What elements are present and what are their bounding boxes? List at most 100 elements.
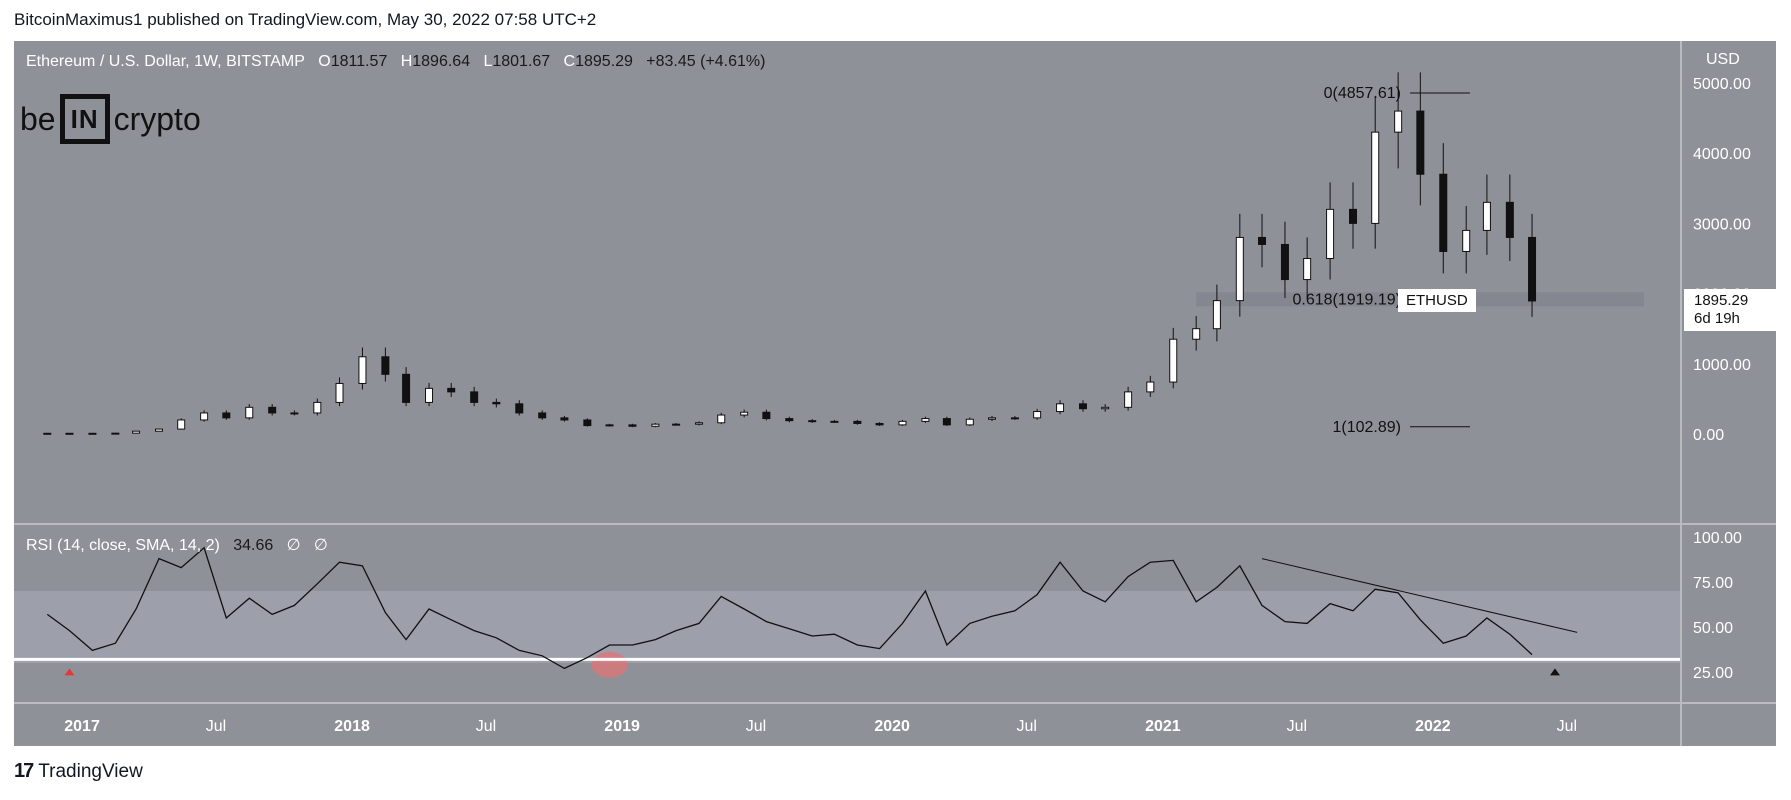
price-candle (358, 356, 367, 384)
symbol-name[interactable]: Ethereum / U.S. Dollar, 1W, BITSTAMP (26, 53, 305, 70)
price-candle (425, 387, 434, 403)
price-axis[interactable]: USD 5000.004000.003000.002000.001000.000… (1682, 41, 1776, 523)
price-candle (43, 432, 52, 435)
price-candle (1303, 258, 1312, 281)
rsi-indicator-label[interactable]: RSI (14, close, SMA, 14, 2) (26, 537, 220, 554)
symbol-tag: ETHUSD (1398, 289, 1476, 312)
price-candle (313, 401, 322, 414)
price-axis-tick-label: 3000.00 (1693, 216, 1751, 233)
rsi-legend: RSI (14, close, SMA, 14, 2) 34.66 ∅ ∅ (26, 535, 328, 555)
high-value: 1896.64 (412, 53, 471, 70)
rsi-value: 34.66 (233, 537, 274, 554)
price-candle (987, 417, 996, 420)
currency-label: USD (1706, 51, 1740, 68)
rsi-pane[interactable] (14, 525, 1680, 702)
price-candle (1462, 229, 1471, 252)
time-axis-tick-label: 2018 (334, 718, 370, 735)
price-candle (1124, 391, 1133, 408)
time-axis-tick-label: Jul (206, 718, 226, 735)
rsi-low-highlight (591, 651, 628, 678)
time-axis-tick-label: Jul (1017, 718, 1037, 735)
price-candle (177, 419, 186, 430)
price-candle (1482, 201, 1491, 231)
price-candle (1280, 243, 1289, 281)
price-candle (1078, 403, 1087, 410)
price-candle (1326, 208, 1335, 259)
time-axis-tick-label: Jul (1287, 718, 1307, 735)
fib-level-label: 0(4857.61) (1324, 85, 1401, 102)
price-candle (1371, 131, 1380, 224)
price-candle (65, 432, 74, 435)
chart-frame: 0(4857.61) 0.618(1919.19) 1(102.89) USD 50… (14, 41, 1778, 746)
price-candle (1010, 417, 1019, 420)
close-value: 1895.29 (575, 53, 633, 70)
price-candle (605, 424, 614, 427)
price-candle (1505, 201, 1514, 238)
price-candle (515, 403, 524, 414)
price-candle (762, 411, 771, 420)
price-candle (672, 423, 681, 426)
price-pane[interactable]: 0(4857.61) 0.618(1919.19) 1(102.89) (14, 41, 1680, 523)
fib-level-label: 0.618(1919.19) (1292, 291, 1401, 308)
price-candle (245, 406, 254, 419)
price-candle (290, 412, 299, 415)
pane-divider[interactable] (14, 523, 1776, 525)
price-candle (942, 418, 951, 426)
price-axis-divider (1680, 41, 1682, 746)
price-candle (628, 424, 637, 427)
low-label: L (483, 53, 493, 70)
fib-level-label: 1(102.89) (1333, 419, 1402, 436)
price-candle (1033, 411, 1042, 419)
price-candle (1416, 110, 1425, 175)
time-axis-tick-label: Jul (746, 718, 766, 735)
tradingview-logo-icon: 17 (14, 760, 34, 782)
price-candle (1349, 208, 1358, 224)
price-candle (88, 432, 97, 435)
price-candle (470, 391, 479, 403)
price-axis-tick-label: 5000.00 (1693, 76, 1751, 93)
time-axis-tick-label: 2020 (874, 718, 910, 735)
high-label: H (400, 53, 413, 70)
rsi-extra-2: ∅ (313, 537, 328, 554)
rsi-axis-tick-label: 75.00 (1693, 575, 1733, 592)
price-candle (808, 420, 817, 423)
open-label: O (318, 53, 331, 70)
time-axis-tick-label: 2017 (64, 718, 100, 735)
price-candle (830, 420, 839, 423)
price-candle (717, 414, 726, 424)
price-candle (154, 428, 163, 432)
price-candle (560, 417, 569, 421)
price-candle (1056, 403, 1065, 413)
price-candle (268, 406, 277, 414)
price-candle (875, 422, 884, 426)
price-candle (1169, 338, 1178, 383)
price-candle (740, 411, 749, 416)
time-axis[interactable]: 2017 Jul 2018 Jul 2019 Jul 2020 Jul 2021 Jul 2022 J… (14, 704, 1680, 746)
change-value: +83.45 (+4.61%) (646, 53, 766, 70)
logo-right-text: crypto (113, 100, 201, 137)
price-candle (1258, 236, 1267, 245)
price-candle (132, 430, 141, 434)
price-candle (335, 382, 344, 403)
publish-header: BitcoinMaximus1 published on TradingView… (14, 10, 597, 29)
tradingview-footer[interactable]: 17 TradingView (14, 760, 143, 783)
price-axis-tick-label: 4000.00 (1693, 146, 1751, 163)
price-candle (447, 387, 456, 393)
rsi-extra-1: ∅ (286, 537, 301, 554)
rsi-chart-svg (14, 546, 1680, 678)
price-candle (1528, 236, 1537, 302)
price-candle (695, 422, 704, 425)
rsi-marker-triangle (64, 668, 75, 676)
rsi-axis[interactable]: 100.00 75.00 50.00 25.00 (1682, 525, 1776, 702)
time-axis-tick-label: 2022 (1415, 718, 1451, 735)
price-candle (200, 412, 209, 421)
price-candle (1394, 110, 1403, 133)
price-candle (492, 401, 501, 405)
price-candle (853, 420, 862, 424)
price-candle (921, 418, 930, 422)
price-candle (651, 423, 660, 427)
time-axis-tick-label: 2019 (604, 718, 640, 735)
price-chart-svg: 0(4857.61) 0.618(1919.19) 1(102.89) (43, 72, 1644, 436)
price-candle (898, 420, 907, 426)
symbol-legend: Ethereum / U.S. Dollar, 1W, BITSTAMP O 18… (26, 53, 765, 71)
